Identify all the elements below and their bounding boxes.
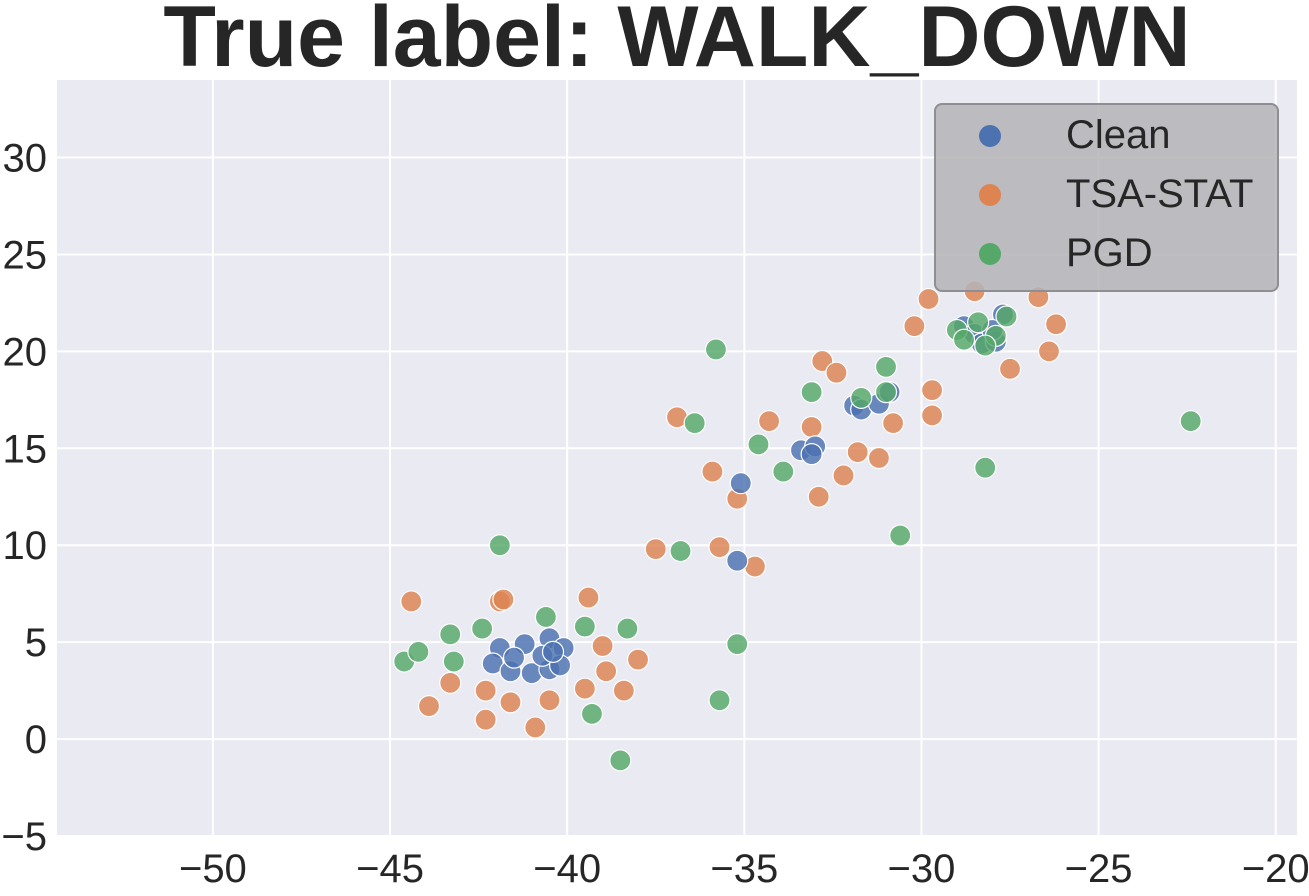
- point-pgd: [616, 617, 639, 640]
- point-tsa-stat: [882, 412, 905, 435]
- point-pgd: [573, 615, 596, 638]
- legend-marker-pgd: [979, 243, 1001, 265]
- point-pgd: [874, 380, 898, 404]
- x-tick-label: −20: [1242, 847, 1309, 891]
- y-tick-label: 30: [3, 137, 48, 181]
- x-tick-label: −50: [179, 847, 247, 891]
- point-pgd: [772, 460, 795, 483]
- y-tick-label: 10: [3, 524, 48, 568]
- point-tsa-stat: [577, 586, 600, 609]
- point-tsa-stat: [573, 677, 596, 700]
- x-tick-label: −40: [533, 847, 601, 891]
- point-pgd: [967, 311, 990, 334]
- y-tick-label: 0: [25, 718, 47, 762]
- point-tsa-stat: [867, 446, 891, 470]
- point-tsa-stat: [917, 287, 940, 311]
- point-pgd: [534, 605, 558, 629]
- point-tsa-stat: [439, 671, 462, 694]
- point-tsa-stat: [474, 679, 497, 702]
- point-pgd: [442, 650, 465, 673]
- chart-title: True label: WALK_DOWN: [163, 0, 1190, 85]
- point-tsa-stat: [998, 357, 1022, 380]
- point-clean: [541, 640, 565, 663]
- point-tsa-stat: [524, 716, 547, 739]
- x-tick-label: −45: [356, 847, 424, 891]
- x-tick-label: −35: [710, 847, 778, 891]
- y-tick-label: 20: [3, 330, 48, 374]
- point-pgd: [800, 380, 823, 404]
- point-tsa-stat: [920, 404, 944, 427]
- point-pgd: [974, 334, 997, 357]
- legend: Clean TSA-STAT PGD: [934, 103, 1279, 292]
- point-pgd: [889, 524, 912, 547]
- legend-label-tsa-stat: TSA-STAT: [1066, 172, 1253, 216]
- y-tick-label: 25: [3, 233, 48, 277]
- legend-marker-tsa-stat: [979, 184, 1001, 206]
- point-clean: [800, 443, 823, 466]
- y-tick-label: −5: [1, 815, 47, 859]
- point-tsa-stat: [903, 315, 926, 338]
- point-pgd: [1179, 410, 1202, 433]
- point-clean: [726, 549, 749, 572]
- point-pgd: [580, 702, 604, 725]
- point-clean: [502, 646, 526, 669]
- point-tsa-stat: [612, 679, 635, 702]
- point-pgd: [439, 623, 462, 646]
- point-tsa-stat: [492, 588, 515, 611]
- point-pgd: [708, 689, 731, 712]
- point-tsa-stat: [701, 460, 724, 483]
- point-tsa-stat: [417, 695, 441, 718]
- point-pgd: [683, 412, 706, 435]
- point-tsa-stat: [400, 590, 423, 613]
- point-clean: [729, 472, 752, 495]
- point-pgd: [974, 456, 997, 479]
- point-tsa-stat: [644, 538, 667, 561]
- point-tsa-stat: [591, 634, 614, 658]
- point-pgd: [609, 749, 632, 772]
- point-tsa-stat: [825, 361, 848, 384]
- point-tsa-stat: [800, 415, 823, 439]
- point-pgd: [471, 617, 494, 640]
- point-tsa-stat: [846, 441, 869, 464]
- point-tsa-stat: [1044, 313, 1068, 336]
- legend-box: [934, 103, 1279, 292]
- point-tsa-stat: [832, 464, 855, 487]
- point-tsa-stat: [474, 708, 497, 731]
- y-tick-label: 5: [25, 621, 47, 665]
- legend-label-pgd: PGD: [1066, 231, 1153, 275]
- point-pgd: [488, 534, 511, 557]
- point-pgd: [874, 355, 898, 378]
- point-tsa-stat: [538, 689, 561, 712]
- point-pgd: [747, 433, 770, 456]
- point-tsa-stat: [1037, 340, 1061, 363]
- point-pgd: [704, 338, 728, 361]
- point-tsa-stat: [499, 691, 522, 714]
- point-pgd: [669, 539, 692, 563]
- point-pgd: [952, 328, 976, 351]
- y-tick-label: 15: [3, 427, 48, 471]
- point-pgd: [995, 305, 1018, 328]
- point-tsa-stat: [626, 648, 650, 671]
- point-tsa-stat: [807, 485, 830, 508]
- point-tsa-stat: [708, 536, 731, 559]
- point-pgd: [407, 640, 430, 663]
- legend-label-clean: Clean: [1066, 113, 1171, 157]
- point-pgd: [850, 386, 873, 410]
- point-tsa-stat: [758, 410, 781, 433]
- x-tick-label: −25: [1065, 847, 1133, 891]
- x-tick-label: −30: [888, 847, 956, 891]
- data-points: [393, 280, 1202, 772]
- point-pgd: [726, 632, 749, 656]
- legend-marker-clean: [979, 125, 1001, 147]
- point-tsa-stat: [595, 660, 618, 683]
- point-tsa-stat: [920, 379, 944, 402]
